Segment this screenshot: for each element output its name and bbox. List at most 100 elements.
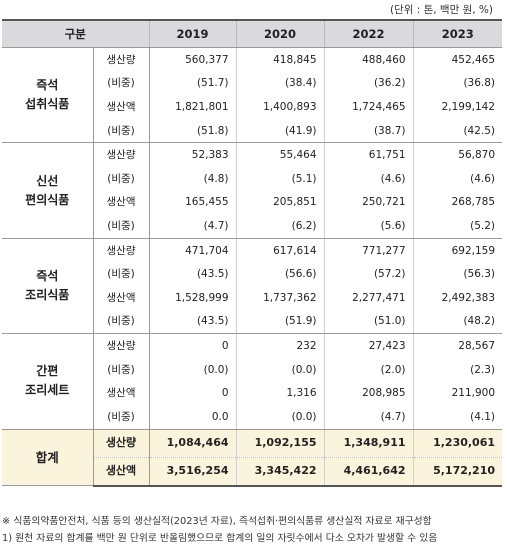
- value-cell: (6.2): [235, 214, 325, 239]
- value-cell: (56.3): [412, 262, 503, 286]
- value-cell: 488,460: [323, 46, 414, 72]
- value-cell: 52,383: [148, 142, 237, 167]
- total-row: 생산액 3,516,254 3,345,422 4,461,642 5,172,210: [2, 456, 503, 487]
- metric-label: (비중): [93, 357, 150, 382]
- value-cell: (5.1): [235, 166, 325, 191]
- value-cell: 55,464: [235, 142, 325, 167]
- value-cell: (0.0): [235, 404, 325, 430]
- header-year: 2020: [235, 19, 325, 48]
- metric-label: 생산액: [93, 456, 150, 487]
- source-note: ※ 식품의약품안전처, 식품 등의 생산실적(2023년 자료), 즉석섭취·편…: [2, 516, 432, 527]
- table-row: (비중) (43.5) (51.9) (51.0) (48.2): [2, 309, 503, 335]
- metric-label: 생산량: [93, 46, 150, 72]
- value-cell: 268,785: [412, 190, 503, 215]
- table-row: 즉석 조리식품 생산량 471,704 617,614 771,277 692,159: [2, 237, 503, 335]
- value-cell: (36.8): [412, 71, 503, 96]
- metric-label: (비중): [93, 166, 150, 191]
- table-row: 생산액 165,455 205,851 250,721 268,785: [2, 190, 503, 215]
- metric-label: 생산량: [93, 237, 150, 263]
- value-cell: 208,985: [323, 381, 414, 405]
- value-cell: 27,423: [323, 333, 414, 358]
- value-cell: 560,377: [148, 46, 237, 72]
- value-cell: 165,455: [148, 190, 237, 215]
- metric-label: 생산액: [93, 95, 150, 119]
- rounding-note: 1) 원천 자료의 합계를 백만 원 단위로 반올림했으므로 합계의 일의 자릿…: [2, 533, 438, 544]
- metric-label: 생산액: [93, 285, 150, 310]
- category-name: 간편: [36, 364, 59, 379]
- header-year: 2019: [148, 19, 237, 48]
- header-row: 구분 2019 2020 2022 2023: [2, 19, 503, 48]
- value-cell: 1,737,362: [235, 285, 325, 310]
- value-cell: 2,277,471: [323, 285, 414, 310]
- value-cell: 3,516,254: [148, 456, 237, 487]
- metric-label: (비중): [93, 309, 150, 335]
- value-cell: (38.4): [235, 71, 325, 96]
- value-cell: 0: [148, 381, 237, 405]
- value-cell: (51.8): [148, 118, 237, 144]
- category-name: 즉석: [36, 78, 59, 93]
- value-cell: (4.1): [412, 404, 503, 430]
- value-cell: (36.2): [323, 71, 414, 96]
- value-cell: 1,348,911: [323, 428, 414, 457]
- value-cell: 2,492,383: [412, 285, 503, 310]
- value-cell: 1,821,801: [148, 95, 237, 119]
- value-cell: (4.6): [323, 166, 414, 191]
- value-cell: (43.5): [148, 309, 237, 335]
- metric-label: (비중): [93, 404, 150, 430]
- value-cell: (4.7): [148, 214, 237, 239]
- table-row: 신선 편의식품 생산량 52,383 55,464 61,751 56,870: [2, 142, 503, 239]
- value-cell: 452,465: [412, 46, 503, 72]
- category-name: 신선: [36, 173, 59, 188]
- table-row: 생산액 1,528,999 1,737,362 2,277,471 2,492,383: [2, 285, 503, 310]
- category-name: 편의식품: [25, 192, 70, 207]
- value-cell: 0: [148, 333, 237, 358]
- table-row: 생산액 0 1,316 208,985 211,900: [2, 381, 503, 405]
- category-name: 즉석: [36, 268, 59, 283]
- category-name: 섭취식품: [25, 97, 70, 112]
- total-label: 합계: [2, 428, 94, 486]
- value-cell: (0.0): [148, 357, 237, 382]
- production-table: 구분 2019 2020 2022 2023 즉석 섭취식품 생산량 560,377 4…: [2, 19, 503, 487]
- value-cell: (42.5): [412, 118, 503, 144]
- value-cell: (48.2): [412, 309, 503, 335]
- value-cell: (2.3): [412, 357, 503, 382]
- value-cell: 56,870: [412, 142, 503, 167]
- value-cell: (2.0): [323, 357, 414, 382]
- value-cell: (51.7): [148, 71, 237, 96]
- value-cell: 1,230,061: [412, 428, 503, 457]
- metric-label: 생산량: [93, 428, 150, 457]
- value-cell: (5.6): [323, 214, 414, 239]
- value-cell: 418,845: [235, 46, 325, 72]
- table-row: 생산액 1,821,801 1,400,893 1,724,465 2,199,142: [2, 95, 503, 119]
- value-cell: (41.9): [235, 118, 325, 144]
- value-cell: (38.7): [323, 118, 414, 144]
- value-cell: 771,277: [323, 237, 414, 263]
- value-cell: (0.0): [235, 357, 325, 382]
- value-cell: (51.0): [323, 309, 414, 335]
- metric-label: (비중): [93, 262, 150, 286]
- table-row: (비중) 0.0 (0.0) (4.7) (4.1): [2, 404, 503, 430]
- value-cell: 232: [235, 333, 325, 358]
- value-cell: 1,316: [235, 381, 325, 405]
- value-cell: 5,172,210: [412, 456, 503, 487]
- value-cell: 205,851: [235, 190, 325, 215]
- table-row: (비중) (4.8) (5.1) (4.6) (4.6): [2, 166, 503, 191]
- value-cell: 1,400,893: [235, 95, 325, 119]
- value-cell: (51.9): [235, 309, 325, 335]
- unit-note: (단위 : 톤, 백만 원, %): [389, 4, 493, 16]
- value-cell: 1,084,464: [148, 428, 237, 457]
- metric-label: 생산액: [93, 381, 150, 405]
- metric-label: 생산량: [93, 333, 150, 358]
- value-cell: (57.2): [323, 262, 414, 286]
- metric-label: (비중): [93, 214, 150, 239]
- value-cell: 3,345,422: [235, 456, 325, 487]
- header-group: 구분: [2, 19, 150, 48]
- value-cell: 471,704: [148, 237, 237, 263]
- category-name: 조리세트: [25, 383, 70, 398]
- category-name: 조리식품: [25, 287, 70, 302]
- header-year: 2022: [323, 19, 414, 48]
